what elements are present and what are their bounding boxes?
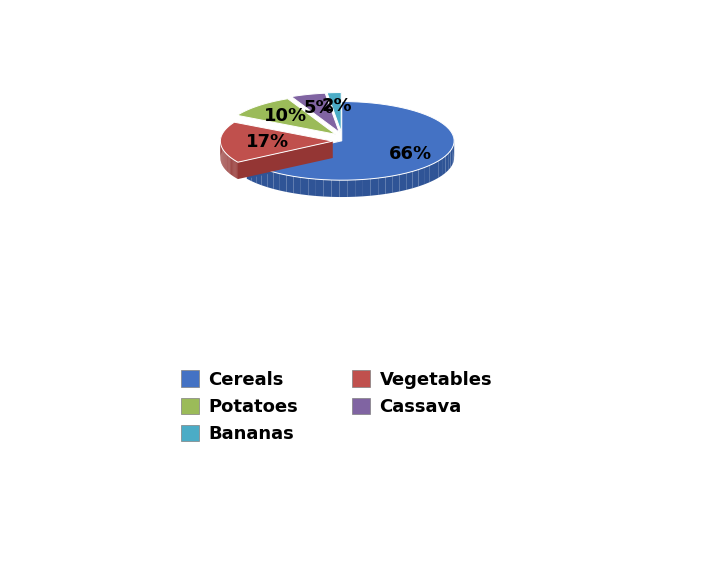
Polygon shape — [268, 171, 273, 189]
Polygon shape — [448, 151, 450, 171]
Polygon shape — [400, 173, 406, 192]
Polygon shape — [233, 159, 234, 176]
Polygon shape — [452, 145, 453, 165]
Polygon shape — [301, 178, 309, 195]
Polygon shape — [230, 157, 231, 175]
Polygon shape — [371, 178, 378, 196]
Polygon shape — [292, 93, 340, 132]
Polygon shape — [355, 179, 363, 197]
Polygon shape — [340, 180, 347, 197]
Text: 5%: 5% — [304, 99, 334, 117]
Polygon shape — [419, 168, 424, 186]
Polygon shape — [237, 162, 238, 179]
Polygon shape — [445, 154, 448, 173]
Polygon shape — [393, 175, 400, 193]
Polygon shape — [247, 162, 251, 181]
Polygon shape — [235, 161, 236, 178]
Polygon shape — [228, 155, 229, 173]
Polygon shape — [247, 102, 454, 180]
Polygon shape — [424, 165, 429, 185]
Polygon shape — [237, 99, 335, 134]
Polygon shape — [442, 156, 445, 175]
Polygon shape — [262, 168, 268, 187]
Polygon shape — [412, 169, 419, 188]
Polygon shape — [220, 122, 333, 162]
Polygon shape — [450, 148, 452, 168]
Polygon shape — [434, 161, 438, 180]
Polygon shape — [309, 178, 316, 196]
Polygon shape — [316, 179, 323, 197]
Polygon shape — [332, 180, 340, 197]
Text: 17%: 17% — [246, 133, 289, 151]
Polygon shape — [273, 172, 280, 190]
Polygon shape — [438, 159, 442, 178]
Polygon shape — [327, 92, 341, 132]
Legend: Cereals, Potatoes, Bananas, Vegetables, Cassava: Cereals, Potatoes, Bananas, Vegetables, … — [174, 363, 499, 450]
Polygon shape — [236, 161, 237, 179]
Polygon shape — [453, 134, 454, 154]
Text: 66%: 66% — [389, 145, 432, 163]
Polygon shape — [378, 177, 385, 195]
Polygon shape — [287, 175, 294, 193]
Polygon shape — [280, 173, 287, 192]
Polygon shape — [256, 166, 262, 185]
Polygon shape — [347, 180, 355, 197]
Polygon shape — [251, 164, 256, 183]
Polygon shape — [232, 158, 233, 176]
Text: 10%: 10% — [264, 107, 307, 124]
Polygon shape — [229, 157, 230, 174]
Polygon shape — [406, 171, 412, 190]
Polygon shape — [323, 180, 332, 197]
Text: 2%: 2% — [321, 98, 352, 116]
Polygon shape — [247, 141, 342, 179]
Polygon shape — [234, 160, 235, 177]
Polygon shape — [294, 176, 301, 194]
Polygon shape — [238, 141, 333, 179]
Polygon shape — [385, 176, 393, 194]
Polygon shape — [231, 158, 232, 175]
Polygon shape — [227, 155, 228, 172]
Polygon shape — [363, 179, 371, 196]
Polygon shape — [429, 164, 434, 182]
